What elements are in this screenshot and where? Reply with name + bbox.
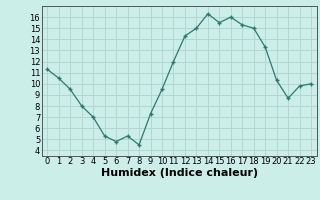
X-axis label: Humidex (Indice chaleur): Humidex (Indice chaleur) xyxy=(100,168,258,178)
